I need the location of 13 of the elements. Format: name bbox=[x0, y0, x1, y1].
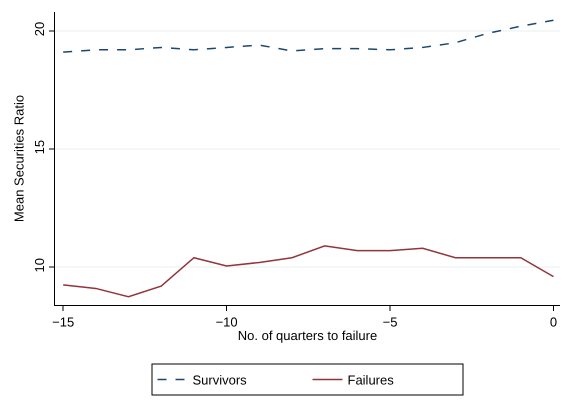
line-series bbox=[62, 245, 554, 298]
x-tick-label: −15 bbox=[52, 314, 74, 330]
legend-label: Survivors bbox=[192, 372, 248, 388]
y-tick-label: 20 bbox=[32, 22, 47, 36]
line-series bbox=[62, 20, 554, 53]
y-tick-label: 15 bbox=[32, 140, 47, 154]
x-axis-title: No. of quarters to failure bbox=[238, 328, 378, 344]
y-tick-label: 10 bbox=[32, 258, 47, 272]
legend-label: Failures bbox=[348, 372, 394, 388]
x-tick-label: 0 bbox=[550, 314, 558, 330]
y-axis-title: Mean Securities Ratio bbox=[12, 94, 27, 222]
x-tick-label: −10 bbox=[216, 314, 238, 330]
x-tick-label: −5 bbox=[382, 314, 398, 330]
